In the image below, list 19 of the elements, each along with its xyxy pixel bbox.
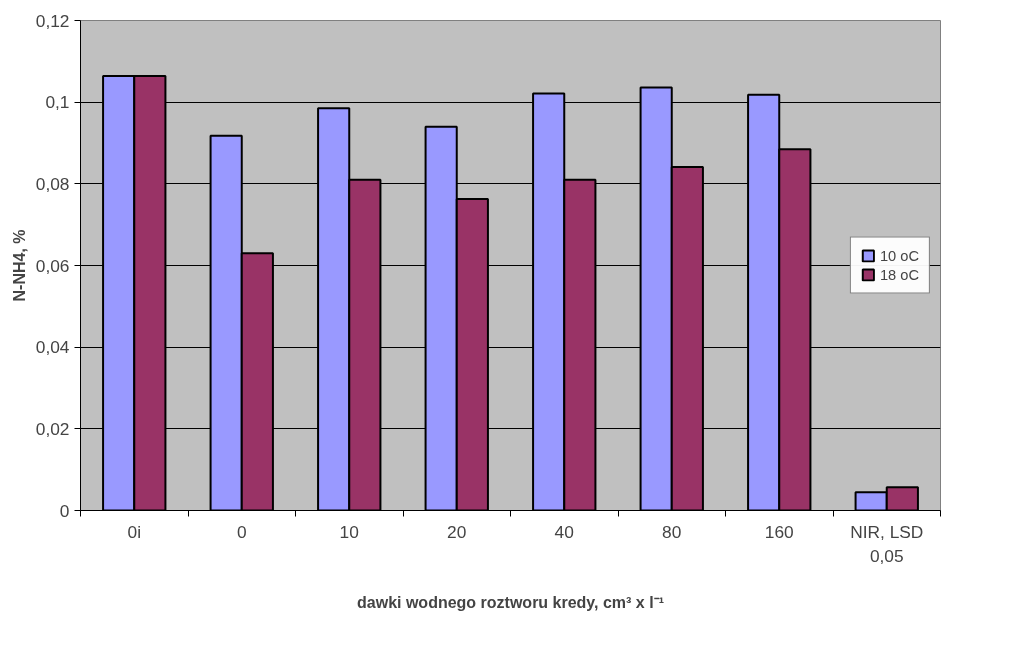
x-axis-title: dawki wodnego roztworu kredy, cm³ x l⁻¹	[357, 593, 664, 611]
y-tick-label: 0,12	[35, 10, 70, 31]
x-tick-label: 160	[764, 521, 794, 542]
x-tick-label: 10	[339, 521, 359, 542]
x-tick-label: 80	[662, 521, 682, 542]
x-tick-label: NIR, LSD 0,05	[850, 521, 924, 566]
y-tick-label: 0,02	[35, 418, 70, 439]
y-tick-label: 0,1	[45, 92, 70, 113]
y-tick-label: 0	[59, 500, 70, 521]
legend-label: 10 oC	[879, 247, 919, 264]
x-tick-label: 40	[554, 521, 574, 542]
y-tick-label: 0,04	[35, 337, 70, 358]
legend-label: 18 oC	[879, 266, 919, 283]
y-tick-label: 0,06	[35, 255, 70, 276]
y-tick-label: 0,08	[35, 173, 70, 194]
x-tick-label: 0	[236, 521, 247, 542]
x-tick-label: 0i	[127, 521, 142, 542]
y-axis-title: N-NH4, %	[10, 229, 28, 302]
x-tick-label: 20	[447, 521, 467, 542]
